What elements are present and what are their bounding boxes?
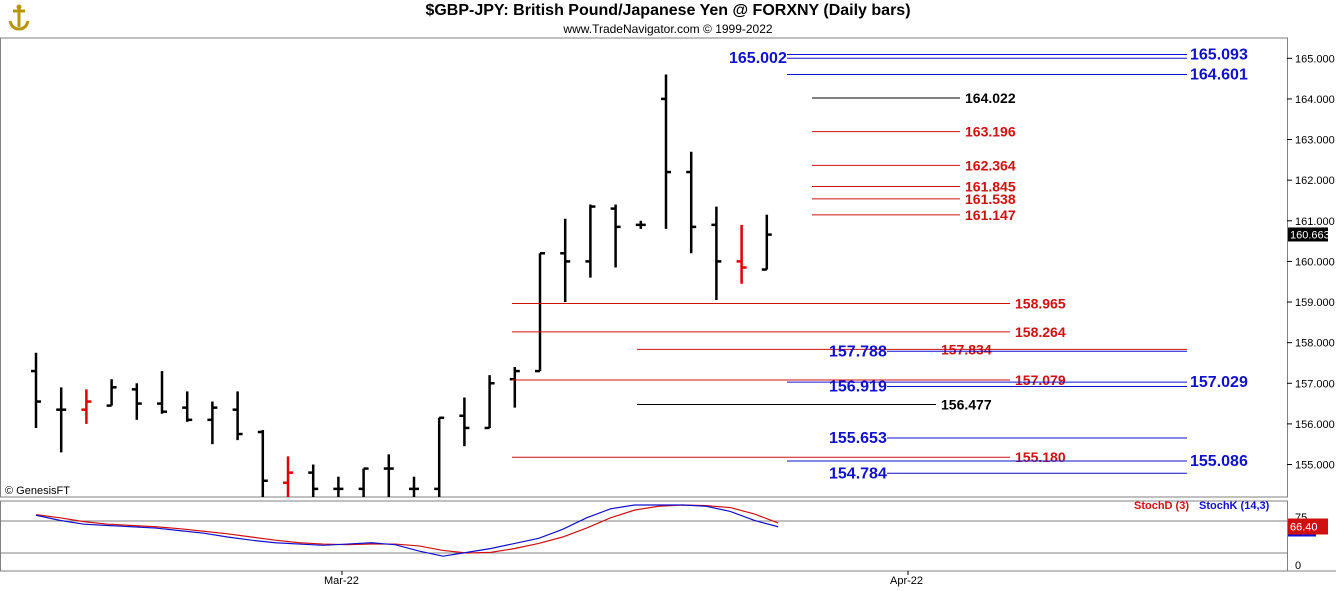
level-label: 155.086	[1190, 453, 1248, 470]
ohlc-bar	[232, 391, 243, 441]
ohlc-bar	[383, 454, 394, 497]
ohlc-bar	[560, 218, 571, 303]
ohlc-bar	[333, 476, 344, 497]
stoch-last-label: 66.40	[1290, 522, 1318, 534]
ohlc-bar	[207, 401, 218, 445]
level-label: 164.022	[965, 90, 1016, 106]
ohlc-bar	[283, 456, 293, 497]
stoch-legend-k: StochK (14,3)	[1199, 500, 1270, 512]
y-tick-label: 158.000	[1295, 338, 1335, 350]
stoch-legend-d: StochD (3)	[1134, 500, 1189, 512]
level-label: 164.601	[1190, 67, 1248, 84]
level-label: 165.093	[1190, 47, 1248, 64]
y-tick-label: 162.000	[1295, 175, 1335, 187]
ohlc-bar	[106, 379, 117, 407]
price-panel-frame	[0, 37, 1288, 498]
ohlc-bar	[585, 204, 596, 278]
ohlc-bar	[434, 416, 445, 497]
level-label: 157.079	[1015, 372, 1066, 388]
y-tick-label: 164.000	[1295, 94, 1335, 106]
ohlc-bar	[535, 252, 545, 373]
ohlc-bar	[736, 224, 747, 284]
stoch-last-box	[1288, 518, 1328, 535]
ohlc-bar	[484, 375, 495, 430]
anchor-logo-icon	[4, 3, 34, 33]
ohlc-bar	[761, 214, 772, 271]
level-label: 156.477	[941, 397, 992, 413]
y-tick-label: 161.000	[1295, 216, 1335, 228]
ohlc-bar	[459, 397, 470, 447]
ohlc-bar	[610, 204, 621, 268]
stoch-tick-label: 0	[1295, 560, 1301, 572]
x-tick-label: Apr-22	[890, 575, 923, 587]
level-label: 158.264	[1015, 324, 1066, 340]
ohlc-bar	[358, 467, 369, 497]
ohlc-bar	[711, 206, 722, 300]
level-label: 157.834	[941, 341, 992, 357]
level-label: 157.029	[1190, 374, 1248, 391]
ohlc-bar	[409, 476, 419, 497]
ohlc-bar	[56, 387, 67, 453]
last-price-box	[1288, 227, 1328, 242]
level-label: 161.147	[965, 207, 1016, 223]
stoch-panel-frame	[0, 500, 1288, 572]
y-tick-label: 160.000	[1295, 256, 1335, 268]
x-tick-label: Mar-22	[324, 575, 359, 587]
y-tick-label: 163.000	[1295, 135, 1335, 147]
level-label: 158.965	[1015, 295, 1066, 311]
ohlc-bar	[257, 429, 268, 497]
ohlc-bar	[157, 371, 167, 414]
y-tick-label: 155.000	[1295, 460, 1335, 472]
level-label: 156.919	[829, 379, 887, 396]
level-label: 163.196	[965, 124, 1016, 140]
level-label: 155.653	[829, 430, 887, 447]
y-tick-label: 156.000	[1295, 419, 1335, 431]
ohlc-bar	[635, 220, 646, 229]
level-label: 161.845	[965, 178, 1016, 194]
chart-subtitle: www.TradeNavigator.com © 1999-2022	[563, 22, 773, 36]
ohlc-bar	[308, 464, 319, 497]
y-tick-label: 157.000	[1295, 378, 1335, 390]
ohlc-bar	[31, 352, 41, 428]
ohlc-bar	[81, 389, 92, 424]
ohlc-bar	[509, 367, 520, 408]
ohlc-bar	[686, 151, 697, 254]
ohlc-bar	[131, 383, 142, 420]
level-label: 165.002	[729, 50, 787, 67]
ohlc-bar	[661, 74, 671, 229]
level-label: 157.788	[829, 343, 887, 360]
watermark-text: © GenesisFT	[5, 485, 70, 497]
stoch-line	[35, 504, 779, 554]
chart-title: $GBP-JPY: British Pound/Japanese Yen @ F…	[425, 2, 911, 19]
level-label: 155.180	[1015, 449, 1066, 465]
last-price-label: 160.663	[1290, 229, 1330, 241]
y-tick-label: 159.000	[1295, 297, 1335, 309]
y-tick-label: 165.000	[1295, 53, 1335, 65]
stoch-line	[35, 504, 779, 557]
level-label: 161.538	[965, 191, 1016, 207]
level-label: 154.784	[829, 465, 887, 482]
ohlc-bar	[182, 391, 193, 422]
level-label: 162.364	[965, 157, 1016, 173]
